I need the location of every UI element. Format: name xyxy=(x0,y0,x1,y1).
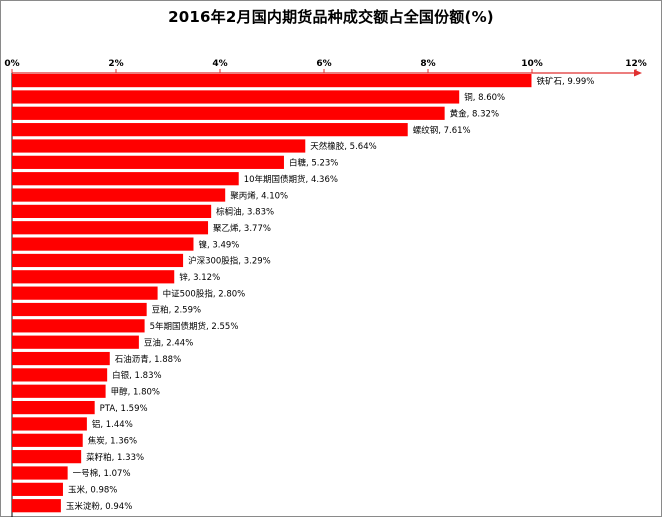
bar-data-label: 甲醇, 1.80% xyxy=(111,386,160,397)
x-tick-label: 6% xyxy=(316,59,331,69)
bar-data-label: 一号棉, 1.07% xyxy=(73,468,131,479)
x-tick-label: 4% xyxy=(212,59,227,69)
bar xyxy=(12,139,306,153)
bar xyxy=(12,155,284,169)
bar-data-label: 镍, 3.49% xyxy=(198,239,239,250)
bar-data-label: 沪深300股指, 3.29% xyxy=(188,256,271,267)
x-tick-label: 8% xyxy=(420,59,435,69)
bar-data-label: 天然橡胶, 5.64% xyxy=(310,141,376,152)
bar xyxy=(12,253,184,268)
bar-data-label: PTA, 1.59% xyxy=(100,404,148,414)
bar xyxy=(12,221,209,235)
bar-data-label: 10年期国债期货, 4.36% xyxy=(244,174,338,185)
bar xyxy=(12,286,158,300)
bar xyxy=(12,384,106,398)
bar xyxy=(12,188,226,202)
bar xyxy=(12,319,145,333)
x-tick-label: 0% xyxy=(4,59,19,69)
bar xyxy=(12,450,82,464)
bar xyxy=(12,482,63,496)
bar-data-label: 锌, 3.12% xyxy=(179,272,220,283)
x-tick-label: 12% xyxy=(625,59,647,69)
bar-data-label: 黄金, 8.32% xyxy=(450,109,499,120)
bar-data-label: 豆粕, 2.59% xyxy=(152,305,201,316)
bar xyxy=(12,335,139,349)
bar-data-label: 铁矿石, 9.99% xyxy=(536,76,594,87)
bar xyxy=(12,466,68,480)
bar xyxy=(12,417,87,431)
bar-data-label: 铜, 8.60% xyxy=(464,92,505,103)
bar-data-label: 菜籽粕, 1.33% xyxy=(86,452,144,463)
bar-data-label: 玉米淀粉, 0.94% xyxy=(66,501,132,512)
bar xyxy=(12,270,175,284)
bar xyxy=(12,172,239,186)
bar-data-label: 焦炭, 1.36% xyxy=(88,436,137,447)
bar xyxy=(12,351,110,366)
bar xyxy=(12,74,532,88)
bar xyxy=(12,499,61,513)
bar xyxy=(12,302,147,317)
bar xyxy=(12,90,460,104)
bar-data-label: 豆油, 2.44% xyxy=(144,337,193,348)
bar-data-label: 中证500股指, 2.80% xyxy=(163,288,246,299)
bar-data-label: 5年期国债期货, 2.55% xyxy=(150,321,239,332)
bar-data-label: 聚乙烯, 3.77% xyxy=(213,223,271,234)
bar xyxy=(12,401,95,415)
bar-data-label: 白银, 1.83% xyxy=(112,370,161,381)
bar-data-label: 玉米, 0.98% xyxy=(68,485,117,496)
bar xyxy=(12,237,194,251)
bar-data-label: 铝, 1.44% xyxy=(92,419,133,430)
x-tick-label: 10% xyxy=(521,59,543,69)
bar-data-label: 螺纹钢, 7.61% xyxy=(413,125,471,136)
x-tick-label: 2% xyxy=(108,59,123,69)
bar xyxy=(12,123,408,137)
bar-data-label: 石油沥青, 1.88% xyxy=(115,354,181,365)
bar xyxy=(12,204,212,218)
x-axis-arrow xyxy=(634,69,642,77)
bar-data-label: 聚丙烯, 4.10% xyxy=(230,190,288,201)
bar xyxy=(12,368,108,382)
chart-title: 2016年2月国内期货品种成交额占全国份额(%) xyxy=(168,8,494,26)
bar xyxy=(12,433,83,447)
bar-data-label: 白糖, 5.23% xyxy=(289,158,338,169)
bar xyxy=(12,106,445,120)
bar-data-label: 棕榈油, 3.83% xyxy=(216,207,274,218)
